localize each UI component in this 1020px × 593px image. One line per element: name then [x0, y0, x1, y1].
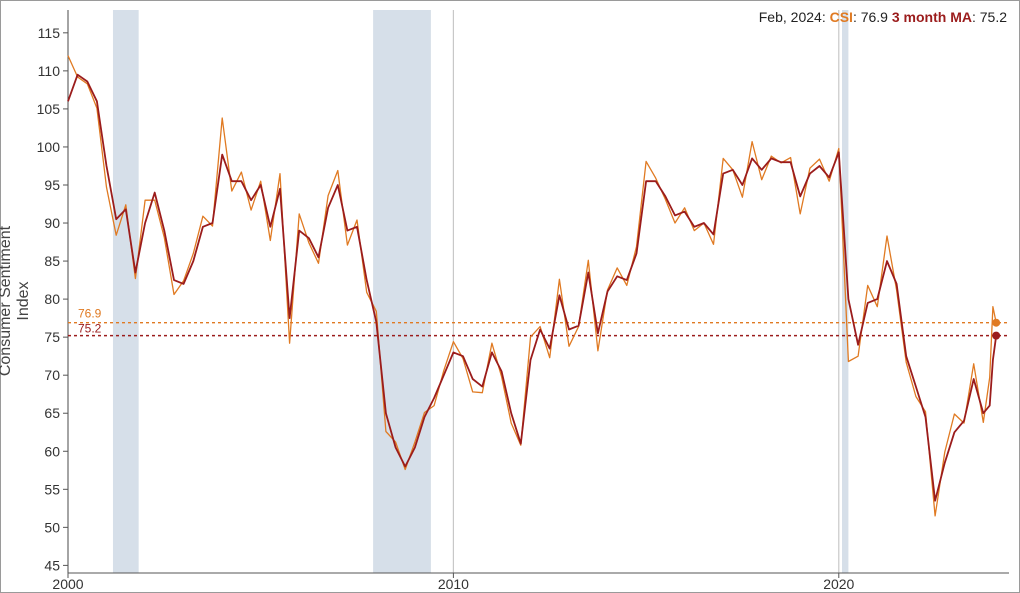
end-point-csi [992, 318, 1001, 327]
y-tick-label-90: 90 [44, 215, 60, 231]
reference-label-csi: 76.9 [78, 307, 102, 321]
readout-ma-value: 75.2 [979, 9, 1007, 25]
y-axis-label: Consumer Sentiment Index [0, 225, 32, 377]
readout-csi-label: CSI [829, 9, 853, 25]
x-tick-label-2010: 2010 [438, 576, 469, 592]
y-tick-label-70: 70 [44, 367, 60, 383]
recession-band-2 [373, 10, 431, 573]
y-tick-label-55: 55 [44, 481, 60, 497]
series-line-csi [67, 55, 997, 517]
end-point-ma [992, 331, 1001, 340]
y-tick-label-50: 50 [44, 519, 60, 535]
y-tick-label-110: 110 [38, 63, 61, 79]
readout-date: Feb, 2024 [758, 9, 822, 25]
y-tick-label-95: 95 [44, 177, 60, 193]
hover-readout: Feb, 2024: CSI: 76.9 3 month MA: 75.2 [758, 9, 1007, 25]
y-tick-label-45: 45 [44, 557, 60, 573]
readout-ma-label: 3 month MA [891, 9, 972, 25]
y-tick-label-100: 100 [37, 139, 61, 155]
readout-sep: : [821, 9, 830, 25]
y-tick-label-105: 105 [37, 101, 61, 117]
reference-label-ma: 75.2 [78, 322, 102, 336]
x-tick-label-2020: 2020 [823, 576, 854, 592]
y-tick-label-80: 80 [44, 291, 60, 307]
y-tick-label-60: 60 [44, 443, 60, 459]
y-tick-label-115: 115 [38, 25, 61, 41]
recession-band-1 [112, 10, 139, 573]
x-tick-label-2000: 2000 [52, 576, 83, 592]
series-line-ma [67, 73, 998, 502]
readout-csi-value: 76.9 [860, 9, 888, 25]
y-tick-label-75: 75 [44, 329, 60, 345]
y-tick-label-65: 65 [44, 405, 60, 421]
y-tick-label-85: 85 [44, 253, 60, 269]
